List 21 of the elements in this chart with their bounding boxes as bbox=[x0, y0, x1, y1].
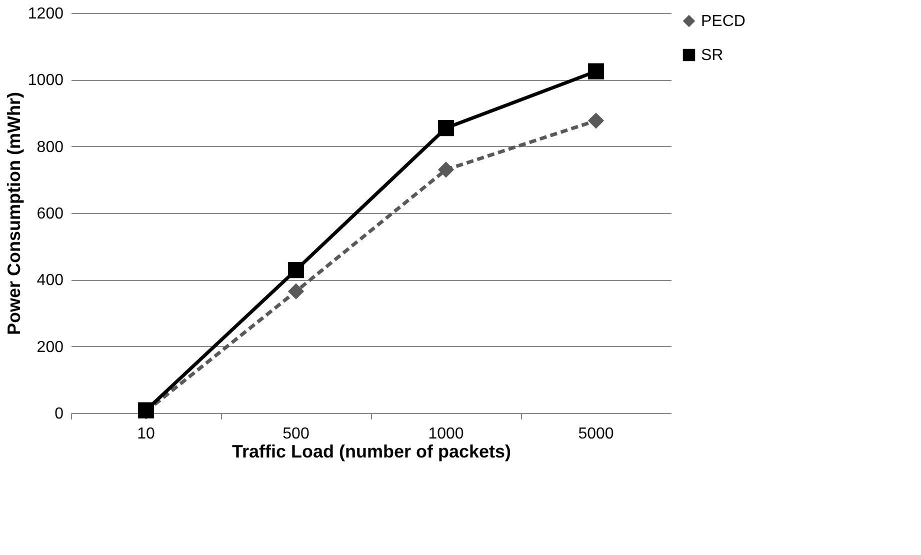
x-axis-title: Traffic Load (number of packets) bbox=[232, 442, 512, 462]
y-tick-label: 0 bbox=[54, 406, 64, 422]
point bbox=[588, 63, 604, 80]
x-tick-label: 1000 bbox=[428, 426, 464, 442]
x-tick-label: 5000 bbox=[578, 426, 614, 442]
point bbox=[438, 162, 454, 178]
y-tick-label: 200 bbox=[36, 338, 64, 356]
y-tick-label: 600 bbox=[36, 206, 64, 222]
y-axis-title: Power Consumption (mWhr) bbox=[4, 92, 24, 335]
x-tick-label: 500 bbox=[282, 426, 310, 442]
y-tick-label: 800 bbox=[36, 138, 64, 156]
legend-label: SR bbox=[701, 47, 724, 64]
y-tick-label: 400 bbox=[36, 272, 64, 290]
y-tick-label: 1200 bbox=[28, 6, 64, 22]
point bbox=[288, 262, 304, 278]
point bbox=[588, 112, 604, 129]
y-tick-label: 1000 bbox=[28, 72, 64, 90]
point bbox=[288, 283, 304, 300]
legend-label: PECD bbox=[701, 13, 746, 30]
point bbox=[438, 120, 454, 136]
x-tick-label: 10 bbox=[137, 426, 155, 442]
